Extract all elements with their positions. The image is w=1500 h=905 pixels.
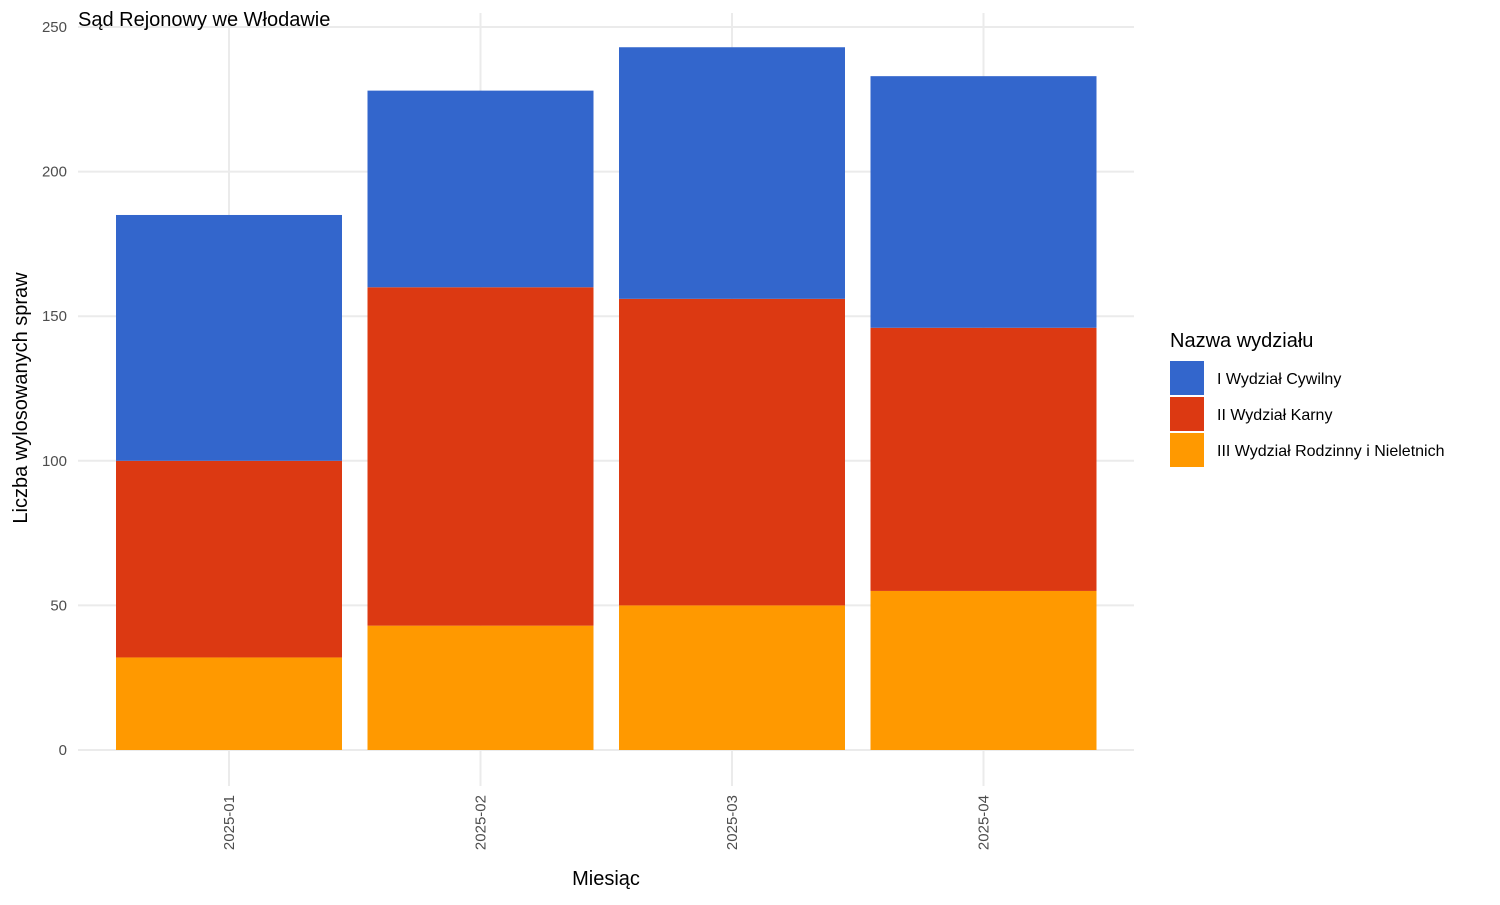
bar-segment bbox=[367, 625, 594, 750]
bar-segment bbox=[116, 657, 342, 750]
legend: Nazwa wydziału I Wydział Cywilny II Wydzi… bbox=[1170, 330, 1445, 467]
y-tick-label: 0 bbox=[59, 742, 67, 759]
bar-segment bbox=[870, 76, 1097, 328]
bar-segment bbox=[870, 327, 1097, 591]
bar-segment bbox=[619, 298, 845, 606]
bar-segment bbox=[619, 47, 845, 299]
legend-title: Nazwa wydziału bbox=[1170, 330, 1313, 352]
x-tick-label: 2025-03 bbox=[724, 795, 741, 850]
bars-layer bbox=[116, 47, 1097, 750]
legend-label: I Wydział Cywilny bbox=[1217, 371, 1341, 388]
y-axis-title: Liczba wylosowanych spraw bbox=[10, 272, 32, 524]
x-tick-label: 2025-02 bbox=[473, 795, 490, 850]
bar-segment bbox=[619, 605, 845, 750]
bar-segment bbox=[367, 287, 594, 626]
legend-label: III Wydział Rodzinny i Nieletnich bbox=[1217, 443, 1445, 460]
y-tick-label: 200 bbox=[42, 164, 67, 181]
bar-segment bbox=[116, 460, 342, 658]
y-tick-label: 250 bbox=[42, 19, 67, 36]
legend-swatch bbox=[1170, 361, 1204, 395]
bar-segment bbox=[116, 214, 342, 461]
y-tick-label: 100 bbox=[42, 453, 67, 470]
legend-items: I Wydział Cywilny II Wydział Karny III Wyd… bbox=[1170, 361, 1445, 467]
y-tick-label: 50 bbox=[50, 597, 67, 614]
bar-segment bbox=[870, 590, 1097, 750]
x-tick-label: 2025-01 bbox=[221, 795, 238, 850]
legend-swatch bbox=[1170, 433, 1204, 467]
x-axis-title: Miesiąc bbox=[572, 868, 640, 890]
y-axis-ticks: 0 50 100 150 200 250 bbox=[42, 19, 67, 759]
legend-label: II Wydział Karny bbox=[1217, 407, 1332, 424]
bar-segment bbox=[367, 90, 594, 288]
legend-swatch bbox=[1170, 397, 1204, 431]
y-tick-label: 150 bbox=[42, 308, 67, 325]
x-axis-ticks: 2025-01 2025-02 2025-03 2025-04 bbox=[221, 795, 993, 850]
x-tick-label: 2025-04 bbox=[976, 795, 993, 850]
chart-title: Sąd Rejonowy we Włodawie bbox=[78, 9, 330, 31]
